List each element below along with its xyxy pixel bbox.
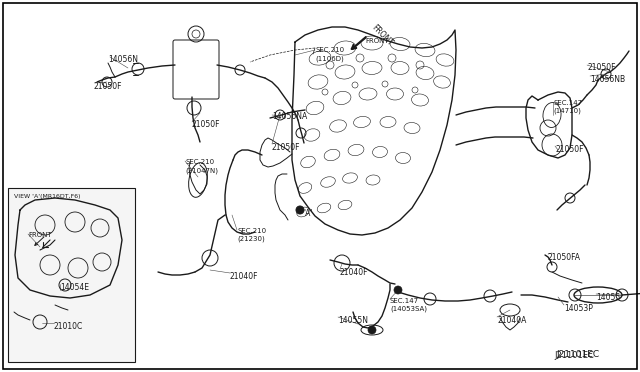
- Text: 14056NB: 14056NB: [590, 75, 625, 84]
- Text: J21101EC: J21101EC: [556, 350, 599, 359]
- Text: (21230): (21230): [237, 236, 265, 243]
- Text: FRONT: FRONT: [28, 232, 52, 238]
- Circle shape: [296, 206, 304, 214]
- Text: FRONT: FRONT: [370, 23, 395, 47]
- FancyBboxPatch shape: [8, 188, 135, 362]
- Text: 14056N: 14056N: [108, 55, 138, 64]
- Text: SEC.210: SEC.210: [237, 228, 266, 234]
- Text: 14055: 14055: [596, 293, 620, 302]
- Text: 21050F: 21050F: [272, 143, 301, 152]
- Text: 21050F: 21050F: [192, 120, 221, 129]
- Text: 21050F: 21050F: [587, 63, 616, 72]
- Text: 21050FA: 21050FA: [548, 253, 581, 262]
- Text: J21101EC: J21101EC: [554, 351, 594, 360]
- Text: 14053P: 14053P: [564, 304, 593, 313]
- Text: 14056NA: 14056NA: [272, 112, 307, 121]
- Text: FRONT: FRONT: [365, 38, 388, 44]
- Text: SEC.147: SEC.147: [390, 298, 419, 304]
- Text: 21040F: 21040F: [340, 268, 369, 277]
- Text: 21040A: 21040A: [497, 316, 526, 325]
- Text: SEC.147: SEC.147: [553, 100, 582, 106]
- Circle shape: [394, 286, 402, 294]
- Text: 21050F: 21050F: [93, 82, 122, 91]
- Text: SEC.210: SEC.210: [185, 159, 214, 165]
- Text: (14053SA): (14053SA): [390, 306, 427, 312]
- Text: SEC.210: SEC.210: [315, 47, 344, 53]
- Text: (1106D): (1106D): [315, 55, 344, 61]
- Text: 21050F: 21050F: [555, 145, 584, 154]
- Text: VIEW 'A'(MR16DT,F6): VIEW 'A'(MR16DT,F6): [14, 194, 81, 199]
- Text: (21047N): (21047N): [185, 167, 218, 173]
- Text: 21040F: 21040F: [230, 272, 259, 281]
- Text: 14055N: 14055N: [338, 316, 368, 325]
- Text: 14054E: 14054E: [60, 283, 89, 292]
- Text: 'A': 'A': [303, 209, 312, 218]
- Circle shape: [368, 326, 376, 334]
- Text: (14710): (14710): [553, 108, 581, 115]
- Text: 21010C: 21010C: [54, 322, 83, 331]
